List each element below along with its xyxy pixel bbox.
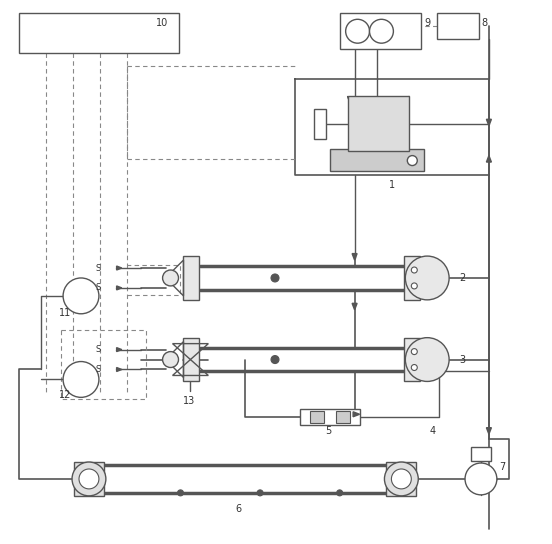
Text: 12: 12 (59, 391, 72, 400)
Text: 8: 8 (481, 18, 487, 28)
Circle shape (411, 283, 417, 289)
Text: S: S (96, 345, 101, 354)
Circle shape (405, 256, 449, 300)
Circle shape (405, 338, 449, 381)
Circle shape (178, 490, 183, 496)
Bar (300, 409, 359, 425)
Bar (405, 338, 420, 381)
Bar (183, 338, 199, 381)
Bar (437, 13, 479, 39)
Circle shape (411, 267, 417, 273)
Circle shape (163, 351, 178, 368)
Circle shape (79, 469, 99, 489)
Text: S: S (96, 263, 101, 273)
Bar (74, 462, 104, 496)
Polygon shape (486, 428, 491, 434)
Circle shape (369, 19, 394, 43)
Circle shape (63, 362, 99, 397)
Circle shape (163, 270, 178, 286)
Text: 9: 9 (424, 18, 431, 28)
Circle shape (337, 490, 343, 496)
Polygon shape (486, 156, 491, 162)
Polygon shape (486, 119, 491, 126)
Circle shape (411, 364, 417, 370)
Circle shape (384, 462, 418, 496)
Text: S: S (96, 283, 101, 293)
Text: 11: 11 (59, 308, 71, 318)
Text: 10: 10 (156, 18, 168, 28)
Polygon shape (352, 304, 357, 310)
Circle shape (257, 490, 263, 496)
Bar (386, 462, 416, 496)
Circle shape (271, 274, 279, 282)
Circle shape (465, 463, 497, 495)
Circle shape (407, 156, 417, 165)
Circle shape (271, 356, 279, 363)
Text: 2: 2 (459, 273, 465, 283)
Bar (471, 447, 491, 461)
Circle shape (346, 19, 369, 43)
Polygon shape (116, 266, 122, 270)
Text: 1: 1 (389, 181, 396, 190)
Text: 7: 7 (499, 462, 505, 472)
Bar (19, 13, 178, 53)
Circle shape (391, 469, 411, 489)
Bar (310, 411, 324, 423)
Text: 13: 13 (183, 397, 195, 406)
Bar (314, 109, 326, 139)
Text: 5: 5 (325, 426, 331, 436)
Bar (336, 411, 349, 423)
Circle shape (411, 349, 417, 355)
Bar (183, 256, 199, 300)
Polygon shape (352, 254, 357, 260)
Polygon shape (116, 286, 122, 290)
Text: 6: 6 (235, 504, 241, 514)
Text: 3: 3 (459, 355, 465, 364)
Circle shape (63, 278, 99, 314)
Circle shape (72, 462, 106, 496)
Polygon shape (353, 412, 359, 417)
Text: S: S (96, 365, 101, 374)
Text: 4: 4 (429, 426, 436, 436)
Bar (405, 256, 420, 300)
Polygon shape (116, 368, 122, 372)
Polygon shape (116, 348, 122, 351)
Bar (339, 13, 421, 49)
Bar (330, 149, 424, 170)
Bar (348, 96, 410, 151)
